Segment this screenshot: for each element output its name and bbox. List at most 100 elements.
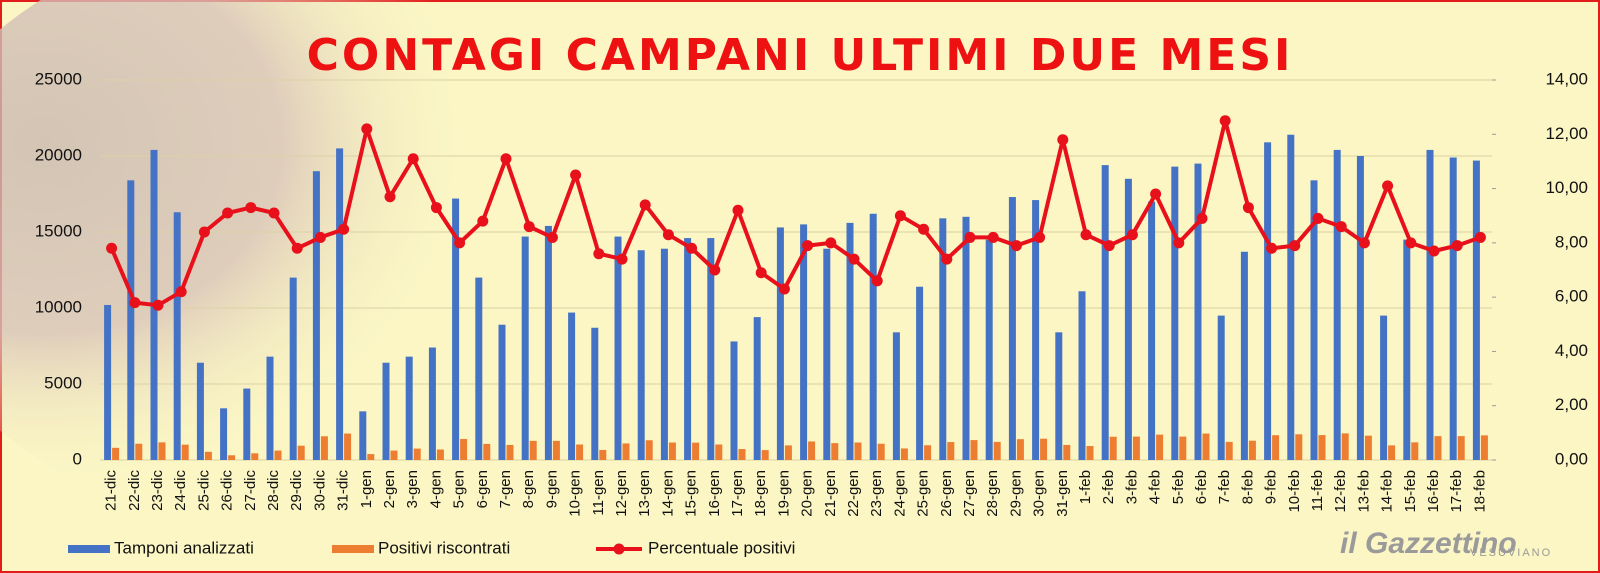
x-tick-label: 23-gen <box>868 470 885 517</box>
y2-tick-label: 12,00 <box>1545 124 1588 143</box>
bar <box>390 450 398 460</box>
bar <box>204 451 212 460</box>
line-marker <box>755 267 767 279</box>
legend-swatch <box>613 543 625 555</box>
line-marker <box>570 169 582 181</box>
y2-tick-label: 6,00 <box>1555 287 1588 306</box>
line-marker <box>1474 231 1486 243</box>
y-tick-label: 10000 <box>35 297 82 316</box>
bar <box>1248 440 1256 460</box>
bar <box>1156 434 1164 460</box>
bar <box>544 225 552 460</box>
line-marker <box>709 264 721 276</box>
line-marker <box>593 248 605 260</box>
y-tick-label: 25000 <box>35 69 82 88</box>
bar <box>1217 315 1225 460</box>
bar <box>1480 435 1488 460</box>
bar <box>359 411 367 460</box>
bar <box>753 317 761 460</box>
line-marker <box>1312 212 1324 224</box>
bar <box>1132 436 1140 460</box>
x-tick-label: 24-gen <box>891 470 908 517</box>
bar <box>1225 441 1233 460</box>
x-tick-label: 3-feb <box>1123 470 1140 504</box>
bar <box>939 218 947 460</box>
bar <box>336 148 344 460</box>
bar <box>181 444 189 460</box>
x-tick-label: 26-gen <box>938 470 955 517</box>
line-marker <box>314 231 326 243</box>
bar <box>135 443 143 460</box>
y-tick-label: 20000 <box>35 145 82 164</box>
x-tick-label: 8-gen <box>520 470 537 508</box>
bar <box>1040 438 1048 460</box>
bar <box>460 439 468 460</box>
bar <box>831 443 839 460</box>
line-marker <box>523 221 535 233</box>
line-marker <box>268 207 280 219</box>
line-marker <box>430 202 442 214</box>
line-marker <box>129 297 141 309</box>
x-tick-label: 29-dic <box>288 470 305 511</box>
bar <box>1318 435 1326 460</box>
bar <box>707 238 715 460</box>
bar <box>622 443 630 460</box>
bar <box>289 277 297 460</box>
x-tick-label: 1-feb <box>1077 470 1094 504</box>
x-tick-label: 6-gen <box>474 470 491 508</box>
y2-tick-label: 4,00 <box>1555 341 1588 360</box>
line-marker <box>384 191 396 203</box>
x-tick-label: 26-dic <box>219 470 236 511</box>
bar <box>808 441 816 460</box>
x-tick-label: 2-gen <box>381 470 398 508</box>
x-tick-label: 31-dic <box>335 470 352 511</box>
x-tick-label: 30-gen <box>1031 470 1048 517</box>
line-marker <box>361 123 373 135</box>
x-tick-label: 21-dic <box>103 470 120 511</box>
x-tick-label: 10-gen <box>567 470 584 517</box>
bar <box>684 238 692 460</box>
bar <box>158 442 166 460</box>
bar <box>1008 197 1016 461</box>
x-tick-label: 13-gen <box>636 470 653 517</box>
bar <box>344 433 352 460</box>
bar <box>568 312 576 460</box>
bar <box>243 388 251 460</box>
bar <box>104 304 112 460</box>
line-marker <box>338 223 350 235</box>
bar <box>1086 446 1094 460</box>
bar <box>1449 157 1457 460</box>
y2-tick-label: 8,00 <box>1555 232 1588 251</box>
line-marker <box>407 153 419 165</box>
x-tick-label: 11-feb <box>1309 470 1326 511</box>
line-marker <box>987 231 999 243</box>
bar <box>869 213 877 460</box>
x-tick-label: 27-dic <box>242 470 259 511</box>
bar <box>993 441 1001 460</box>
bar <box>483 443 491 460</box>
line-marker <box>1405 237 1417 249</box>
y-tick-label: 15000 <box>35 221 82 240</box>
x-tick-label: 4-gen <box>427 470 444 508</box>
x-tick-label: 28-gen <box>984 470 1001 517</box>
x-tick-label: 14-feb <box>1379 470 1396 513</box>
bar <box>1032 200 1040 460</box>
y2-tick-label: 10,00 <box>1545 178 1588 197</box>
x-tick-label: 10-feb <box>1286 470 1303 513</box>
bar <box>1240 251 1248 460</box>
x-tick-label: 5-gen <box>451 470 468 508</box>
legend-label: Tamponi analizzati <box>114 538 254 557</box>
bar <box>730 341 738 460</box>
bar <box>1063 444 1071 460</box>
line-marker <box>825 237 837 249</box>
x-tick-label: 11-gen <box>590 470 607 516</box>
x-tick-label: 1-gen <box>358 470 375 508</box>
line-marker <box>662 229 674 241</box>
line-marker <box>686 242 698 254</box>
line-marker <box>1126 229 1138 241</box>
line-marker <box>871 275 883 287</box>
line-marker <box>778 283 790 295</box>
line-marker <box>106 242 118 254</box>
bar <box>761 450 769 460</box>
bar <box>854 442 862 460</box>
